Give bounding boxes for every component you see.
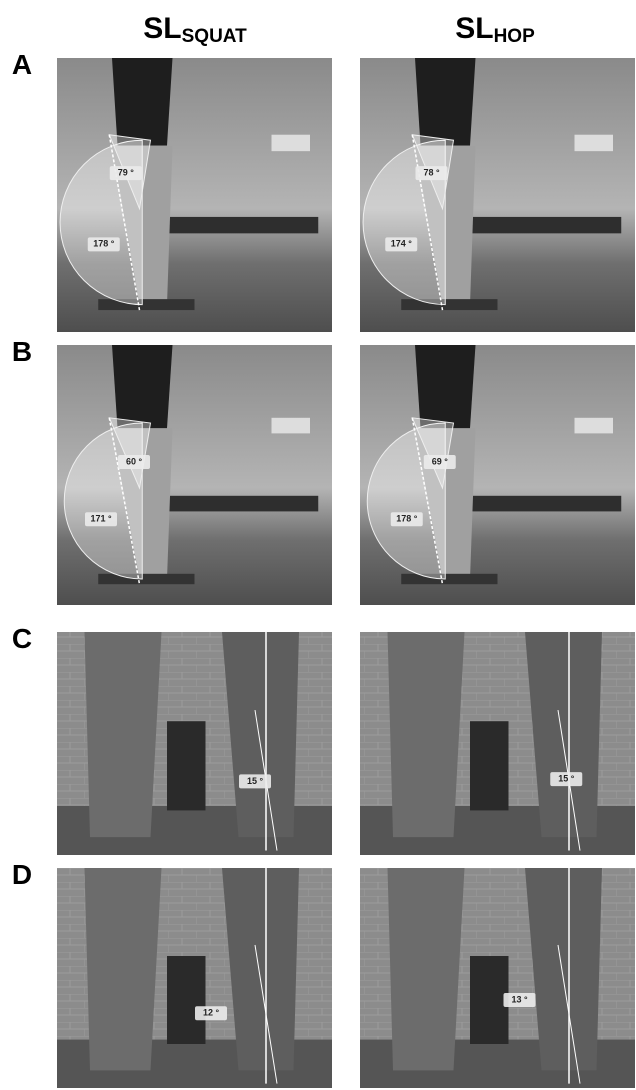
header-sub: SQUAT xyxy=(182,26,247,47)
angle-label: 60 ° xyxy=(126,456,143,466)
photo-panel: 69 ° 178 ° xyxy=(360,345,635,605)
angle-label: 12 ° xyxy=(203,1008,220,1018)
angle-label: 174 ° xyxy=(391,239,413,249)
bench xyxy=(153,217,318,233)
header-sub: HOP xyxy=(494,26,536,47)
angle-label: 79 ° xyxy=(118,167,135,177)
bench xyxy=(153,496,318,512)
column-header: SLSQUAT xyxy=(143,12,247,47)
header-main: SL xyxy=(143,12,181,45)
photo-panel: 15 ° xyxy=(360,632,635,855)
photo-panel: 13 ° xyxy=(360,868,635,1088)
leg-left xyxy=(85,868,162,1070)
photo-panel: 12 ° xyxy=(57,868,332,1088)
scale xyxy=(272,135,311,151)
floor-plate xyxy=(401,299,497,310)
angle-label: 13 ° xyxy=(511,994,528,1004)
scale xyxy=(575,418,614,434)
person-background xyxy=(167,956,206,1044)
floor-plate xyxy=(98,299,194,310)
person-background xyxy=(470,956,509,1044)
floor-plate xyxy=(401,574,497,584)
scale xyxy=(575,135,614,151)
angle-label: 171 ° xyxy=(90,514,112,524)
leg-left xyxy=(85,632,162,837)
angle-label: 15 ° xyxy=(247,776,264,786)
angle-label: 69 ° xyxy=(432,456,449,466)
bench xyxy=(456,217,621,233)
leg-left xyxy=(388,632,465,837)
floor-plate xyxy=(98,574,194,584)
bench xyxy=(456,496,621,512)
header-main: SL xyxy=(455,12,493,45)
scale xyxy=(272,418,311,434)
photo-panel: 15 ° xyxy=(57,632,332,855)
photo-panel: 60 ° 171 ° xyxy=(57,345,332,605)
angle-label: 78 ° xyxy=(423,167,440,177)
angle-label: 178 ° xyxy=(93,239,115,249)
person-background xyxy=(470,721,509,810)
row-label: D xyxy=(12,859,32,890)
angle-label: 15 ° xyxy=(558,774,575,784)
figure: SLSQUAT SLHOP A79 °178 °78 °174 °B60 °17… xyxy=(0,0,636,1090)
photo-panel: 79 ° 178 ° xyxy=(57,58,332,332)
row-label: A xyxy=(12,49,32,80)
torso xyxy=(415,58,476,146)
photo-panel: 78 ° 174 ° xyxy=(360,58,635,332)
leg-left xyxy=(388,868,465,1070)
angle-label: 178 ° xyxy=(396,514,418,524)
row-label: C xyxy=(12,623,32,654)
column-header: SLHOP xyxy=(455,12,535,47)
torso xyxy=(112,345,173,428)
person-background xyxy=(167,721,206,810)
row-label: B xyxy=(12,336,32,367)
torso xyxy=(112,58,173,146)
torso xyxy=(415,345,476,428)
